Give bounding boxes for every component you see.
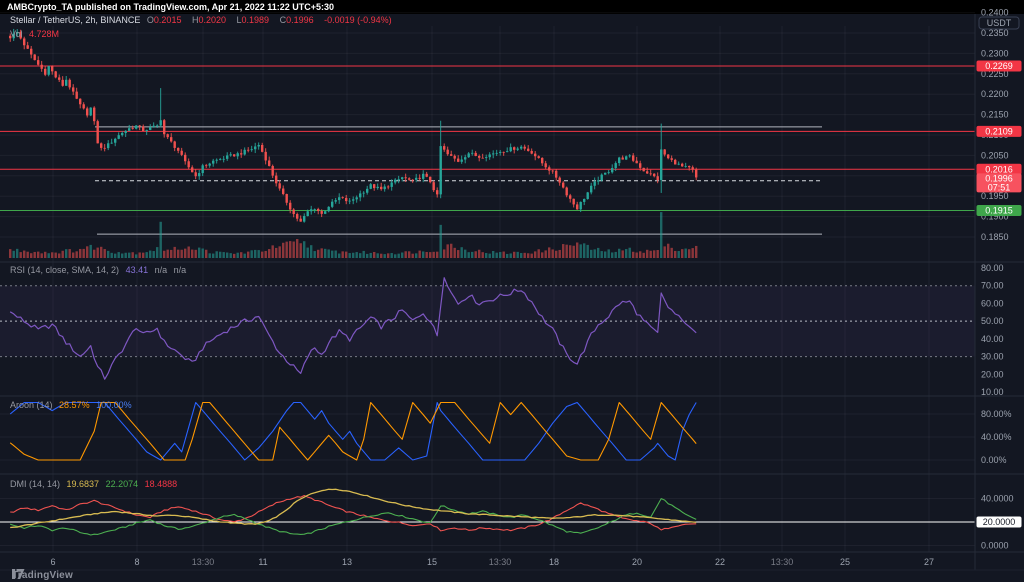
svg-text:13: 13 xyxy=(342,557,352,567)
symbol-title[interactable]: Stellar / TetherUS, 2h, BINANCE xyxy=(10,15,141,25)
svg-text:80.00: 80.00 xyxy=(981,263,1004,273)
svg-text:13:30: 13:30 xyxy=(192,557,215,567)
volume-label: Vol xyxy=(10,29,23,39)
rsi-title: RSI (14, close, SMA, 14, 2) xyxy=(10,265,120,275)
volume-legend[interactable]: Vol 4.728M xyxy=(10,28,63,40)
high-label: H xyxy=(191,15,199,25)
svg-text:0.2150: 0.2150 xyxy=(981,110,1009,120)
svg-text:20.00: 20.00 xyxy=(981,369,1004,379)
svg-text:0.2109: 0.2109 xyxy=(985,126,1013,136)
svg-text:0.1996: 0.1996 xyxy=(985,173,1013,183)
svg-text:0.1900: 0.1900 xyxy=(981,212,1009,222)
svg-text:0.2050: 0.2050 xyxy=(981,150,1009,160)
tradingview-mark-icon xyxy=(12,569,25,579)
svg-text:USDT: USDT xyxy=(987,18,1012,28)
svg-text:15: 15 xyxy=(427,557,437,567)
dmi-plusdi-value: 22.2074 xyxy=(105,479,139,489)
low-value: 0.1989 xyxy=(241,15,270,25)
rsi-na2: n/a xyxy=(173,265,187,275)
svg-text:0.2200: 0.2200 xyxy=(981,89,1009,99)
tradingview-brand-text: TradingView xyxy=(12,570,73,581)
rsi-value: 43.41 xyxy=(125,265,149,275)
rsi-legend[interactable]: RSI (14, close, SMA, 14, 2) 43.41 n/a n/… xyxy=(10,264,190,276)
open-value: 0.2015 xyxy=(153,15,182,25)
svg-text:30.00: 30.00 xyxy=(981,352,1004,362)
svg-text:50.00: 50.00 xyxy=(981,316,1004,326)
svg-text:0.0000: 0.0000 xyxy=(981,541,1009,551)
high-value: 0.2020 xyxy=(198,15,226,25)
svg-text:0.2400: 0.2400 xyxy=(981,8,1009,18)
svg-text:13:30: 13:30 xyxy=(771,557,794,567)
open-label: O xyxy=(146,15,154,25)
dmi-title: DMI (14, 14) xyxy=(10,479,61,489)
dmi-adx-value: 19.6837 xyxy=(66,479,100,489)
svg-text:40.0000: 40.0000 xyxy=(981,494,1014,504)
svg-text:40.00%: 40.00% xyxy=(981,432,1012,442)
aroon-legend[interactable]: Aroon (14) 28.57% 100.00% xyxy=(10,399,136,411)
svg-text:0.2269: 0.2269 xyxy=(985,61,1013,71)
svg-text:07:51: 07:51 xyxy=(988,182,1011,192)
close-value: 0.1996 xyxy=(286,15,314,25)
aroon-title: Aroon (14) xyxy=(10,400,53,410)
svg-text:11: 11 xyxy=(258,557,267,567)
svg-text:18: 18 xyxy=(549,557,559,567)
tradingview-logo[interactable]: TradingView xyxy=(12,569,73,582)
svg-text:13:30: 13:30 xyxy=(489,557,512,567)
svg-text:40.00: 40.00 xyxy=(981,334,1004,344)
svg-text:0.2350: 0.2350 xyxy=(981,28,1009,38)
close-label: C xyxy=(279,15,287,25)
low-label: L xyxy=(236,15,242,25)
svg-text:80.00%: 80.00% xyxy=(981,409,1012,419)
publish-header: AMBCrypto_TA published on TradingView.co… xyxy=(0,0,1024,14)
volume-value: 4.728M xyxy=(29,29,60,39)
svg-text:0.2250: 0.2250 xyxy=(981,69,1009,79)
svg-text:0.1915: 0.1915 xyxy=(985,205,1013,215)
svg-text:0.00%: 0.00% xyxy=(981,455,1007,465)
symbol-info-row[interactable]: Stellar / TetherUS, 2h, BINANCE O0.2015 … xyxy=(10,14,396,26)
svg-text:22: 22 xyxy=(715,557,725,567)
svg-text:0.1850: 0.1850 xyxy=(981,232,1009,242)
svg-text:60.00: 60.00 xyxy=(981,298,1004,308)
change-value: -0.0019 (-0.94%) xyxy=(324,15,392,25)
svg-text:8: 8 xyxy=(134,557,139,567)
svg-text:10.00: 10.00 xyxy=(981,387,1004,397)
svg-text:0.2300: 0.2300 xyxy=(981,48,1009,58)
aroon-down-value: 100.00% xyxy=(96,400,132,410)
svg-text:20.0000: 20.0000 xyxy=(983,517,1016,527)
rsi-na1: n/a xyxy=(154,265,168,275)
dmi-minusdi-value: 18.4888 xyxy=(144,479,178,489)
svg-text:20: 20 xyxy=(632,557,642,567)
svg-text:0.1950: 0.1950 xyxy=(981,191,1009,201)
svg-text:27: 27 xyxy=(924,557,934,567)
svg-text:6: 6 xyxy=(50,557,55,567)
svg-text:0.2016: 0.2016 xyxy=(985,164,1013,174)
dmi-legend[interactable]: DMI (14, 14) 19.6837 22.2074 18.4888 xyxy=(10,478,181,490)
svg-text:25: 25 xyxy=(840,557,850,567)
aroon-up-value: 28.57% xyxy=(59,400,90,410)
svg-text:70.00: 70.00 xyxy=(981,281,1004,291)
